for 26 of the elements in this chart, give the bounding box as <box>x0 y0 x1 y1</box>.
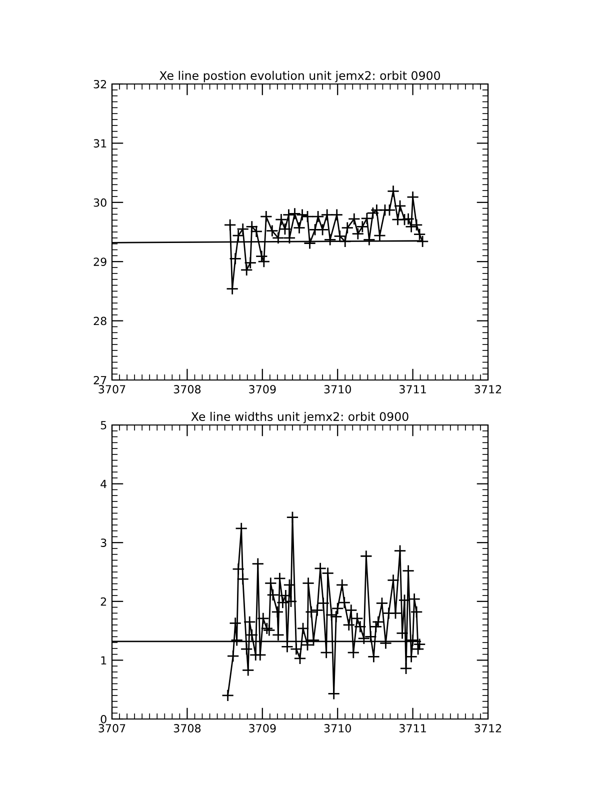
x-tick-label: 3707 <box>98 385 126 394</box>
y-tick-label: 29 <box>94 258 106 266</box>
chart-title: Xe line widths unit jemx2: orbit 0900 <box>191 412 408 424</box>
y-tick-label: 5 <box>100 421 106 430</box>
y-tick-label: 0 <box>100 714 106 724</box>
x-tick-label: 3709 <box>249 724 276 732</box>
x-tick-label: 3711 <box>400 385 426 394</box>
y-tick-label: 3 <box>100 538 106 547</box>
x-tick-label: 3709 <box>249 385 276 394</box>
x-tick-label: 3708 <box>174 724 201 732</box>
x-tick-label: 3707 <box>98 724 126 732</box>
y-tick-label: 4 <box>100 480 107 488</box>
y-tick-label: 28 <box>94 316 106 326</box>
x-tick-label: 3710 <box>324 385 351 394</box>
y-tick-label: 31 <box>94 139 106 148</box>
y-tick-label: 32 <box>94 80 106 88</box>
x-tick-label: 3708 <box>174 385 201 394</box>
y-tick-label: 1 <box>101 656 106 664</box>
y-tick-label: 30 <box>94 198 106 207</box>
y-tick-label: 27 <box>94 376 106 384</box>
y-tick-label: 2 <box>100 597 106 606</box>
x-tick-label: 3712 <box>474 385 502 394</box>
chart-title: Xe line postion evolution unit jemx2: orbit 0900 <box>160 70 440 82</box>
x-tick-label: 3710 <box>324 724 351 732</box>
x-tick-label: 3712 <box>474 724 502 732</box>
x-tick-label: 3711 <box>400 724 426 732</box>
